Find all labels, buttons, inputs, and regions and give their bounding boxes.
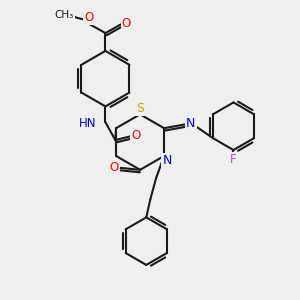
Text: F: F (230, 153, 237, 167)
Text: N: N (186, 117, 196, 130)
Text: N: N (162, 154, 172, 167)
Text: O: O (131, 129, 141, 142)
Text: CH₃: CH₃ (54, 10, 74, 20)
Text: O: O (84, 11, 93, 24)
Text: O: O (110, 161, 119, 174)
Text: O: O (122, 17, 131, 30)
Text: S: S (136, 102, 144, 115)
Text: HN: HN (79, 117, 97, 130)
